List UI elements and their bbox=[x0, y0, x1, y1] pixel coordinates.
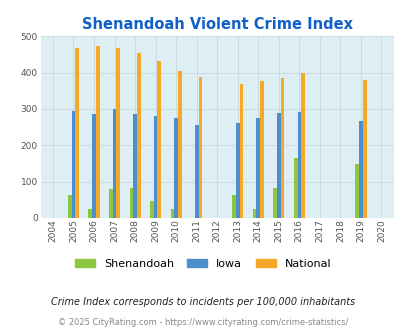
Bar bbox=[235, 123, 239, 218]
Bar bbox=[174, 118, 177, 218]
Bar bbox=[293, 158, 297, 218]
Bar bbox=[71, 111, 75, 218]
Bar bbox=[276, 113, 280, 218]
Text: © 2025 CityRating.com - https://www.cityrating.com/crime-statistics/: © 2025 CityRating.com - https://www.city… bbox=[58, 318, 347, 327]
Bar bbox=[113, 109, 116, 218]
Bar bbox=[198, 77, 202, 218]
Bar bbox=[116, 48, 120, 218]
Bar bbox=[92, 115, 96, 218]
Bar bbox=[170, 209, 174, 218]
Bar bbox=[129, 188, 133, 218]
Bar bbox=[260, 81, 263, 218]
Bar bbox=[133, 115, 136, 218]
Text: Crime Index corresponds to incidents per 100,000 inhabitants: Crime Index corresponds to incidents per… bbox=[51, 297, 354, 307]
Bar bbox=[157, 61, 161, 218]
Bar bbox=[109, 189, 113, 218]
Bar bbox=[150, 201, 153, 218]
Bar bbox=[153, 116, 157, 218]
Bar bbox=[88, 209, 92, 218]
Bar bbox=[194, 124, 198, 218]
Bar bbox=[256, 118, 260, 218]
Bar bbox=[232, 195, 235, 218]
Bar bbox=[297, 112, 301, 218]
Bar bbox=[280, 79, 283, 218]
Bar bbox=[301, 73, 304, 218]
Bar bbox=[177, 71, 181, 218]
Bar bbox=[96, 46, 99, 218]
Bar bbox=[68, 195, 71, 218]
Bar bbox=[75, 48, 79, 218]
Bar bbox=[358, 121, 362, 218]
Legend: Shenandoah, Iowa, National: Shenandoah, Iowa, National bbox=[70, 254, 335, 273]
Bar bbox=[239, 84, 243, 218]
Title: Shenandoah Violent Crime Index: Shenandoah Violent Crime Index bbox=[81, 17, 352, 32]
Bar bbox=[252, 209, 256, 218]
Bar bbox=[273, 188, 276, 218]
Bar bbox=[136, 52, 140, 218]
Bar bbox=[354, 164, 358, 218]
Bar bbox=[362, 80, 366, 218]
